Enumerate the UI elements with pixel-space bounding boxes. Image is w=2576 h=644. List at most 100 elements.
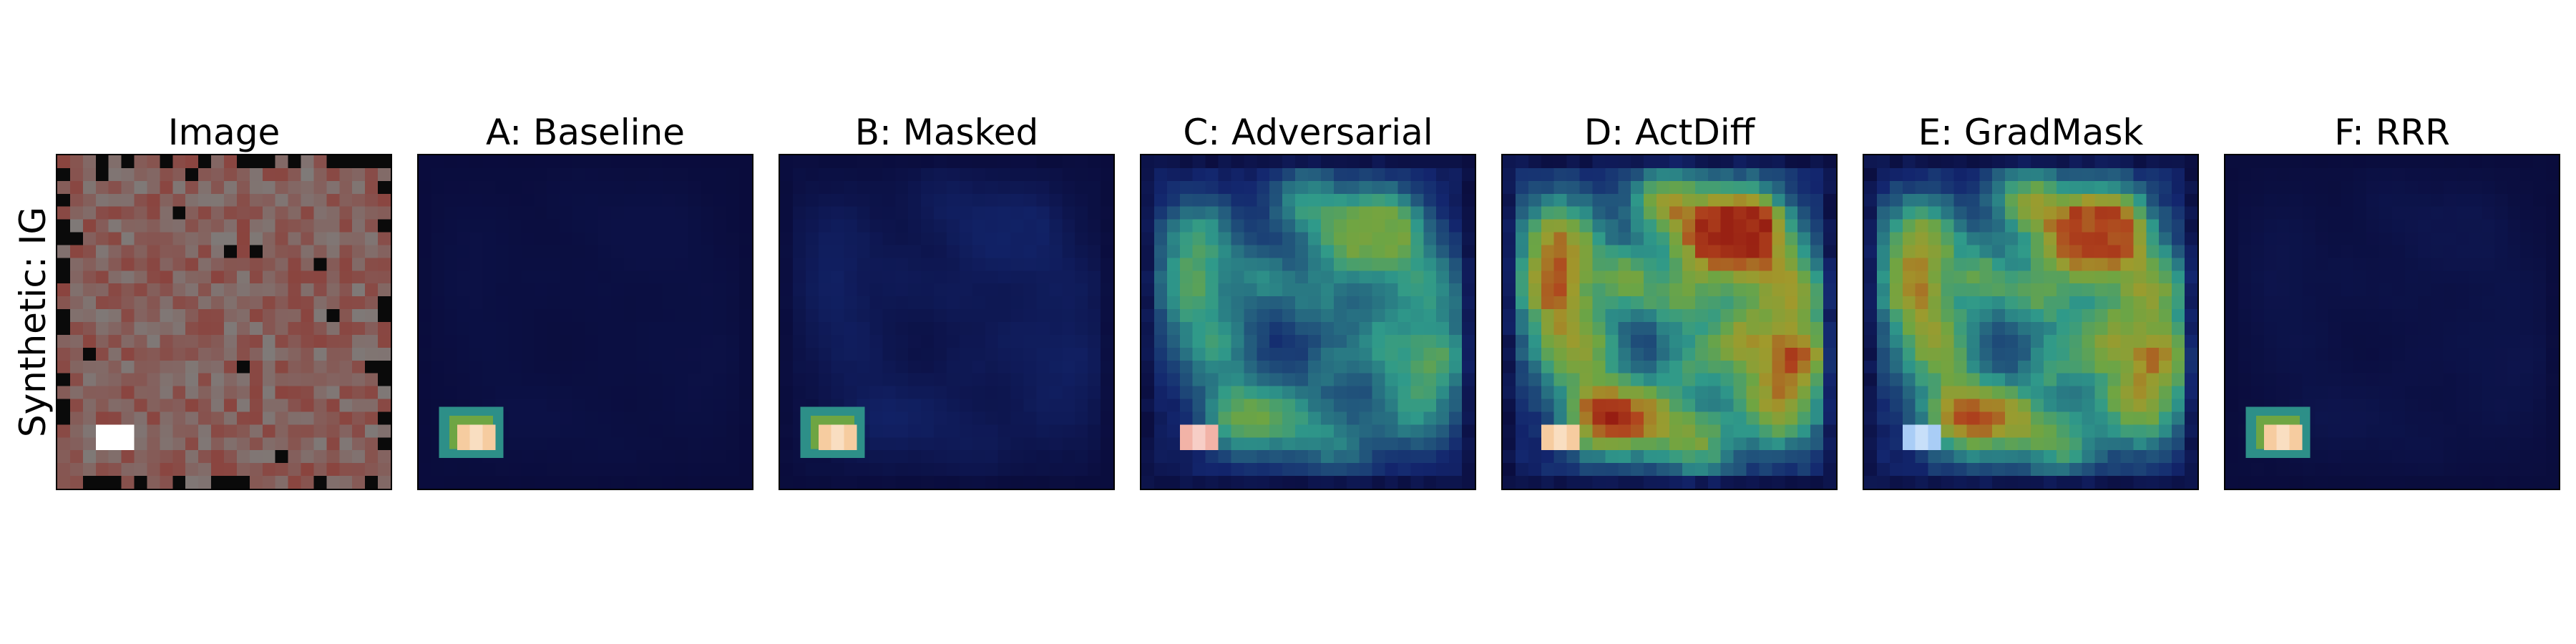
image-pixel (57, 296, 71, 310)
heatmap-cell (1694, 450, 1709, 464)
image-pixel (185, 399, 199, 412)
heatmap-cell (2056, 206, 2070, 220)
heatmap-cell (1397, 232, 1411, 245)
heatmap-cell (1553, 322, 1567, 336)
heatmap-cell (882, 334, 896, 348)
heatmap-cell (1864, 219, 1878, 233)
heatmap-cell (469, 296, 483, 310)
heatmap-cell (1462, 463, 1475, 477)
heatmap-cell (534, 450, 547, 464)
heatmap-cell (1953, 386, 1967, 399)
heatmap-cell (662, 206, 675, 220)
heatmap-cell (1346, 309, 1360, 323)
heatmap-cell (1618, 437, 1631, 451)
image-pixel (211, 155, 225, 169)
image-pixel (262, 180, 276, 195)
heatmap-cell (1166, 206, 1181, 220)
heatmap-cell (1669, 450, 1683, 464)
heatmap-cell (1707, 270, 1722, 284)
heatmap-cell (818, 245, 832, 258)
heatmap-cell (1231, 232, 1244, 245)
image-pixel (365, 193, 379, 208)
heatmap-cell (1010, 334, 1024, 348)
heatmap-cell (1876, 463, 1890, 477)
heatmap-cell (1385, 309, 1398, 323)
heatmap-cell (2069, 258, 2083, 271)
heatmap-cell (1153, 450, 1168, 464)
heatmap-cell (1049, 296, 1063, 310)
heatmap-cell (2172, 437, 2185, 451)
heatmap-cell (610, 322, 625, 336)
heatmap-cell (2031, 193, 2044, 208)
image-pixel (69, 437, 84, 451)
heatmap-cell (1036, 399, 1050, 412)
heatmap-cell (1449, 258, 1463, 271)
heatmap-cell (1372, 270, 1385, 284)
image-pixel (211, 309, 225, 323)
heatmap-cell (1953, 245, 1967, 258)
heatmap-cell (2069, 232, 2083, 245)
heatmap-cell (2120, 399, 2134, 412)
heatmap-cell (1359, 245, 1372, 258)
heatmap-cell (2133, 322, 2147, 336)
heatmap-cell (1075, 180, 1088, 195)
heatmap-cell (1346, 167, 1360, 182)
heatmap-cell (1308, 360, 1322, 374)
heatmap-cell (2341, 463, 2354, 477)
heatmap-cell (610, 411, 625, 425)
heatmap-cell (1346, 347, 1360, 361)
heatmap-cell (2379, 386, 2393, 399)
heatmap-cell (2456, 450, 2469, 464)
image-pixel (224, 258, 238, 271)
heatmap-cell (2185, 450, 2197, 464)
heatmap-cell (1733, 373, 1747, 386)
image-pixel (82, 309, 97, 323)
heatmap-cell (1372, 219, 1385, 233)
heatmap-cell (1218, 270, 1231, 284)
heatmap-cell (1462, 424, 1475, 438)
heatmap-cell (1720, 437, 1734, 451)
heatmap-cell (780, 360, 794, 374)
heatmap-cell (2107, 180, 2121, 195)
image-pixel (262, 411, 276, 425)
heatmap-cell (2289, 245, 2303, 258)
heatmap-cell (2238, 167, 2252, 182)
heatmap-cell (895, 270, 909, 284)
heatmap-cell (997, 206, 1011, 220)
image-pixel (134, 334, 147, 348)
heatmap-cell (2443, 399, 2457, 412)
heatmap-cell (2069, 167, 2083, 182)
heatmap-cell (1823, 450, 1836, 464)
heatmap-cell (2417, 232, 2431, 245)
heatmap-cell (1810, 258, 1824, 271)
heatmap-cell (2341, 347, 2354, 361)
heatmap-cell (2005, 193, 2019, 208)
image-pixel (313, 270, 327, 284)
heatmap-cell (1244, 245, 1257, 258)
heatmap-cell (1269, 180, 1283, 195)
heatmap-cell (1192, 411, 1206, 425)
image-pixel (211, 386, 225, 399)
heatmap-cell (2404, 193, 2419, 208)
heatmap-cell (1915, 283, 1928, 297)
heatmap-cell (597, 411, 612, 425)
heatmap-cell (1218, 399, 1231, 412)
heatmap-cell (882, 270, 896, 284)
heatmap-cell (482, 270, 496, 284)
heatmap-cell (2430, 309, 2444, 323)
heatmap-cell (457, 322, 471, 336)
heatmap-cell (818, 347, 832, 361)
image-pixel (275, 334, 288, 348)
heatmap-cell (997, 245, 1011, 258)
heatmap-cell (636, 232, 650, 245)
heatmap-cell (1503, 232, 1516, 245)
heatmap-cell (2315, 283, 2328, 297)
heatmap-cell (2456, 258, 2469, 271)
heatmap-cell (2417, 193, 2431, 208)
heatmap-cell (2094, 283, 2108, 297)
heatmap-cell (1141, 193, 1155, 208)
heatmap-cell (1244, 334, 1257, 348)
heatmap-cell (869, 360, 883, 374)
heatmap-cell (1166, 232, 1181, 245)
image-pixel (108, 232, 122, 245)
